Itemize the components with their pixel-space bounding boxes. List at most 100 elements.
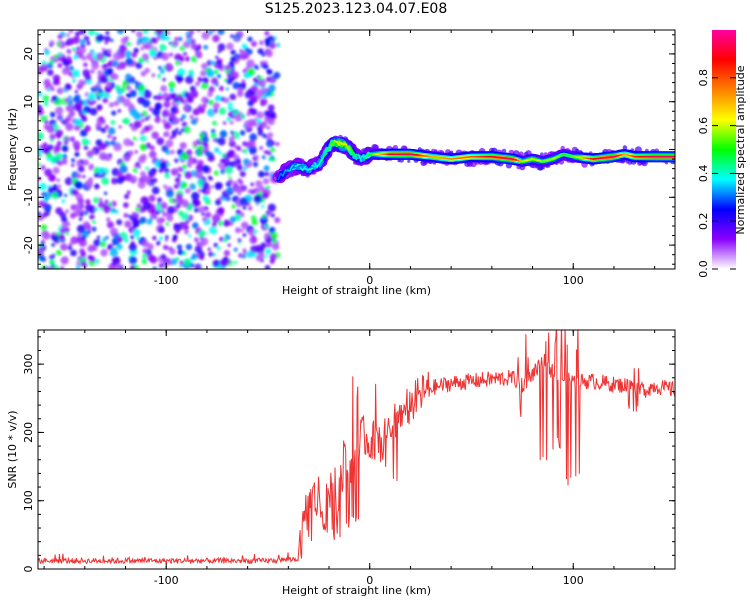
noise-speckle (132, 167, 138, 173)
noise-speckle (53, 144, 61, 153)
noise-speckle (217, 137, 226, 146)
noise-speckle (201, 96, 209, 104)
noise-speckle (64, 97, 70, 103)
noise-speckle (201, 62, 208, 70)
noise-speckle (247, 36, 253, 42)
noise-speckle (52, 74, 61, 83)
noise-speckle (124, 193, 130, 200)
noise-speckle (107, 127, 116, 135)
noise-speckle (70, 236, 79, 245)
noise-speckle (135, 62, 143, 69)
noise-speckle (136, 236, 140, 240)
noise-speckle (150, 150, 157, 157)
noise-speckle (201, 212, 205, 216)
noise-speckle (202, 195, 209, 202)
noise-speckle (88, 30, 96, 36)
noise-speckle (67, 245, 73, 251)
noise-speckle (260, 61, 265, 65)
colorbar-gradient (712, 30, 736, 269)
noise-speckle (173, 234, 178, 239)
noise-speckle (125, 85, 132, 91)
noise-speckle (155, 30, 164, 35)
noise-speckle (181, 121, 188, 128)
noise-speckle (165, 149, 171, 155)
noise-speckle (241, 79, 246, 84)
noise-speckle (131, 30, 136, 33)
noise-speckle (129, 89, 137, 98)
noise-speckle (250, 182, 255, 187)
noise-speckle (81, 261, 86, 266)
noise-speckle (67, 104, 75, 113)
noise-speckle (44, 49, 50, 56)
noise-speckle (62, 154, 68, 160)
noise-speckle (77, 232, 82, 237)
noise-speckle (151, 186, 160, 195)
noise-speckle (177, 36, 183, 42)
noise-speckle (254, 79, 258, 84)
noise-speckle (106, 67, 114, 75)
noise-speckle (72, 36, 81, 44)
ridge-segment (331, 141, 336, 147)
ridge-segment (317, 160, 324, 168)
noise-speckle (43, 101, 49, 107)
noise-speckle (81, 235, 86, 241)
noise-speckle (174, 177, 181, 184)
noise-speckle (168, 112, 175, 120)
colorbar-tick-label: 0.4 (697, 165, 710, 183)
noise-speckle (195, 170, 204, 179)
noise-speckle (75, 207, 82, 214)
noise-speckle (250, 108, 258, 116)
noise-speckle (38, 153, 43, 158)
noise-speckle (42, 63, 47, 68)
noise-speckle (213, 69, 219, 75)
noise-speckle (74, 151, 80, 157)
noise-speckle (223, 250, 230, 257)
noise-speckle (94, 86, 100, 91)
noise-speckle (259, 98, 268, 106)
noise-speckle (207, 91, 213, 98)
noise-speckle (165, 257, 172, 264)
noise-speckle (166, 162, 171, 167)
noise-speckle (248, 206, 253, 211)
noise-speckle (268, 226, 276, 234)
noise-speckle (197, 188, 203, 194)
y-tick-label: 100 (22, 490, 35, 511)
ridge-halo (407, 159, 411, 163)
noise-speckle (136, 203, 142, 209)
noise-speckle (56, 87, 64, 95)
noise-speckle (68, 242, 73, 247)
noise-speckle (249, 133, 258, 142)
noise-speckle (220, 158, 225, 164)
signal-ridge (272, 134, 675, 184)
noise-speckle (91, 220, 96, 224)
noise-speckle (183, 105, 189, 112)
noise-speckle (142, 253, 148, 259)
noise-speckle (83, 105, 91, 114)
noise-speckle (256, 118, 262, 124)
noise-speckle (162, 77, 166, 82)
noise-speckle (267, 203, 276, 212)
noise-speckle (207, 108, 216, 117)
noise-speckle (179, 98, 185, 104)
noise-speckle (192, 140, 199, 147)
noise-speckle (120, 37, 128, 45)
noise-speckle (226, 186, 235, 195)
noise-speckle (262, 133, 267, 139)
noise-speckle (61, 67, 70, 75)
noise-speckle (230, 34, 234, 38)
noise-speckle (148, 194, 156, 202)
noise-speckle (80, 251, 86, 257)
noise-speckle (142, 36, 150, 44)
noise-speckle (232, 81, 240, 90)
noise-speckle (255, 244, 261, 251)
y-tick-label: 200 (22, 422, 35, 443)
noise-speckle (163, 184, 168, 189)
noise-speckle (87, 92, 97, 101)
noise-speckle (59, 265, 65, 269)
noise-speckle (198, 230, 206, 238)
noise-speckle (125, 151, 129, 155)
noise-speckle (271, 158, 276, 162)
noise-speckle (265, 49, 274, 58)
noise-speckle (128, 243, 137, 252)
noise-speckle (60, 243, 68, 251)
